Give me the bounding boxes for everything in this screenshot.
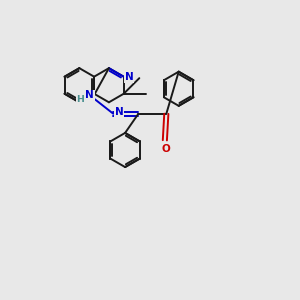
Text: N: N [85, 90, 94, 100]
Text: O: O [161, 143, 170, 154]
Text: N: N [115, 107, 124, 117]
Text: H: H [76, 94, 84, 103]
Text: N: N [124, 72, 134, 82]
